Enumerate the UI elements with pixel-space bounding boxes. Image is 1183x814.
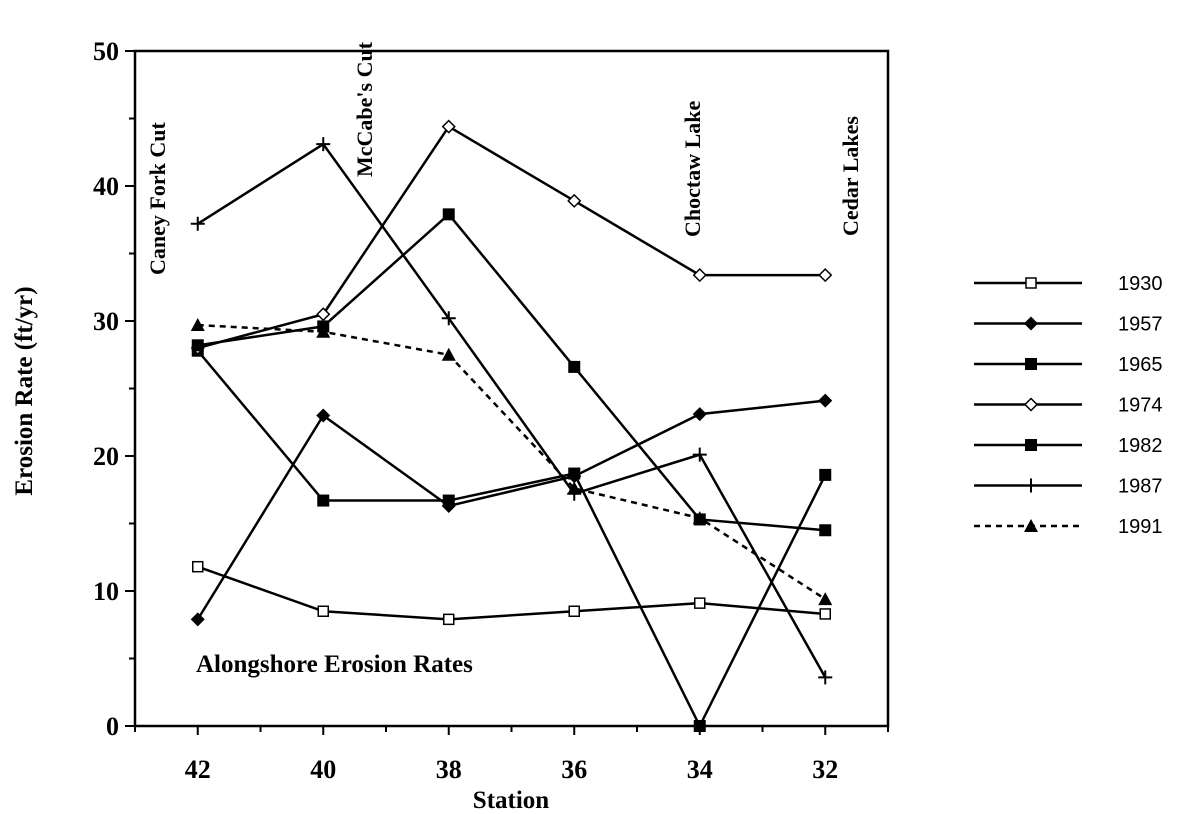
- legend-label: 1965: [1118, 354, 1163, 376]
- x-axis: 42 40 38 36 34 32: [134, 726, 889, 784]
- data-point: [442, 494, 455, 507]
- legend-marker: [1025, 358, 1037, 370]
- series-1957: [190, 393, 833, 627]
- data-point: [693, 720, 706, 732]
- station-annotation: McCabe's Cut: [352, 41, 377, 177]
- legend-item-1965: 1965: [974, 354, 1163, 376]
- data-point: [317, 494, 330, 507]
- series-1965: [191, 344, 832, 732]
- series-line: [197, 142, 827, 679]
- data-point: [441, 119, 456, 134]
- data-point: [819, 608, 831, 620]
- data-point: [692, 268, 707, 283]
- legend-label: 1974: [1118, 395, 1163, 417]
- plot-frame: [133, 49, 890, 728]
- x-tick-label: 42: [185, 755, 211, 784]
- x-axis-label: Station: [473, 787, 550, 814]
- series-line: [197, 565, 826, 621]
- data-point: [818, 592, 833, 606]
- data-point: [567, 193, 582, 208]
- data-point: [190, 216, 205, 231]
- series-1974: [190, 119, 833, 356]
- data-point: [316, 408, 331, 423]
- data-point: [567, 481, 582, 495]
- y-axis-label: Erosion Rate (ft/yr): [11, 286, 38, 495]
- legend-item-1987: 1987: [974, 476, 1163, 498]
- y-tick-label: 50: [93, 37, 119, 66]
- legend-label: 1982: [1118, 435, 1163, 457]
- data-point: [191, 339, 204, 352]
- data-point: [692, 407, 707, 422]
- data-point: [442, 208, 455, 221]
- legend-marker: [1025, 439, 1037, 451]
- y-tick-label: 30: [93, 307, 119, 336]
- data-point: [568, 467, 581, 480]
- legend-item-1974: 1974: [974, 395, 1163, 417]
- legend-label: 1987: [1118, 476, 1163, 498]
- x-tick-label: 32: [812, 755, 838, 784]
- legend-label: 1930: [1118, 273, 1163, 295]
- legend: 1930 1957 1965 1974 1982 1987 1991: [974, 273, 1163, 538]
- y-tick-label: 0: [106, 712, 119, 741]
- data-point: [692, 511, 707, 525]
- x-tick-label: 38: [436, 755, 462, 784]
- data-point: [190, 612, 205, 627]
- data-point: [443, 613, 455, 626]
- y-axis: 0 10 20 30 40 50: [93, 37, 135, 741]
- legend-item-1991: 1991: [974, 516, 1163, 538]
- legend-marker: [1024, 519, 1038, 532]
- series-line: [196, 399, 826, 621]
- legend-marker: [1024, 478, 1038, 493]
- data-point: [190, 318, 205, 332]
- series-line: [197, 124, 826, 350]
- series-layer: [190, 119, 833, 732]
- data-point: [192, 560, 204, 573]
- legend-item-1930: 1930: [974, 273, 1163, 295]
- data-point: [317, 605, 329, 617]
- data-point: [441, 347, 456, 361]
- data-point: [694, 597, 706, 609]
- y-tick-label: 40: [93, 172, 119, 201]
- station-annotation: Caney Fork Cut: [145, 122, 170, 275]
- legend-marker: [1023, 397, 1039, 412]
- y-tick-label: 10: [93, 577, 119, 606]
- series-line: [197, 212, 826, 532]
- series-1930: [192, 560, 831, 626]
- data-point: [568, 360, 581, 373]
- series-line: [196, 349, 827, 729]
- legend-label: 1957: [1118, 314, 1163, 336]
- data-point: [818, 670, 833, 685]
- legend-item-1982: 1982: [974, 435, 1163, 457]
- x-tick-label: 40: [310, 755, 336, 784]
- data-point: [818, 268, 833, 283]
- station-annotation: Choctaw Lake: [680, 100, 705, 237]
- x-tick-label: 34: [687, 755, 713, 784]
- y-tick-label: 20: [93, 442, 119, 471]
- series-1991: [190, 318, 833, 606]
- chart-title: Alongshore Erosion Rates: [196, 651, 473, 678]
- data-point: [316, 307, 331, 322]
- legend-marker: [1025, 277, 1037, 289]
- data-point: [819, 468, 832, 481]
- data-point: [819, 524, 832, 537]
- series-line: [197, 323, 826, 601]
- legend-marker: [1024, 316, 1038, 331]
- data-point: [441, 311, 456, 326]
- station-annotation: Cedar Lakes: [838, 116, 863, 236]
- legend-label: 1991: [1118, 516, 1163, 538]
- legend-item-1957: 1957: [974, 314, 1163, 336]
- data-point: [818, 393, 833, 408]
- data-point: [316, 137, 331, 152]
- data-point: [568, 605, 580, 617]
- x-tick-label: 36: [561, 755, 587, 784]
- series-1987: [190, 137, 833, 685]
- annotation-layer: Caney Fork Cut McCabe's Cut Choctaw Lake Ce…: [145, 41, 863, 275]
- data-point: [316, 324, 331, 338]
- data-point: [692, 447, 707, 462]
